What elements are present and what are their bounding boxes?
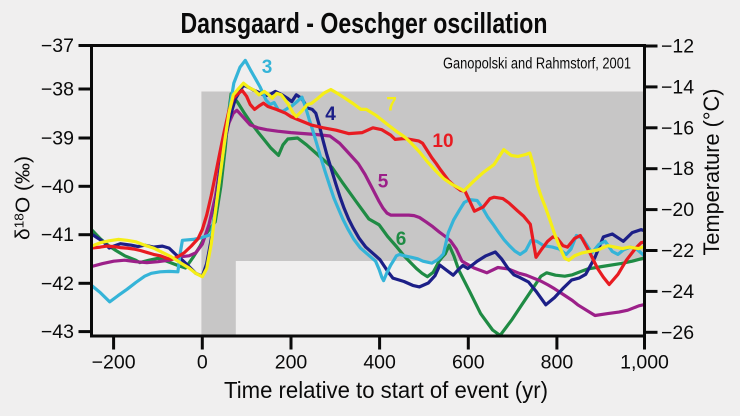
svg-text:−42: −42 — [41, 273, 74, 295]
svg-text:−43: −43 — [41, 321, 74, 343]
svg-text:1,000: 1,000 — [620, 352, 669, 374]
svg-text:7: 7 — [386, 95, 397, 116]
svg-text:Dansgaard - Oeschger oscillati: Dansgaard - Oeschger oscillation — [181, 8, 548, 40]
svg-text:−200: −200 — [92, 352, 136, 374]
svg-text:−41: −41 — [41, 224, 74, 246]
svg-text:−37: −37 — [41, 35, 74, 57]
svg-text:−40: −40 — [41, 176, 74, 198]
svg-text:−14: −14 — [661, 76, 694, 98]
svg-text:−26: −26 — [661, 322, 694, 344]
svg-text:−38: −38 — [41, 79, 74, 101]
svg-text:5: 5 — [378, 172, 389, 193]
svg-text:−39: −39 — [41, 128, 74, 150]
svg-text:−12: −12 — [661, 36, 694, 58]
svg-text:800: 800 — [541, 352, 574, 374]
svg-text:−18: −18 — [661, 158, 694, 180]
svg-text:−24: −24 — [661, 281, 694, 303]
svg-text:Temperature (°C): Temperature (°C) — [699, 89, 724, 256]
svg-text:−20: −20 — [661, 199, 694, 221]
svg-text:Time relative to start of even: Time relative to start of event (yr) — [224, 377, 548, 403]
svg-text:−16: −16 — [661, 117, 694, 139]
svg-text:10: 10 — [432, 131, 453, 152]
svg-text:Ganopolski and Rahmstorf, 2001: Ganopolski and Rahmstorf, 2001 — [443, 56, 631, 73]
svg-text:600: 600 — [452, 352, 485, 374]
svg-text:3: 3 — [262, 57, 273, 78]
svg-text:200: 200 — [275, 352, 308, 374]
svg-text:400: 400 — [363, 352, 396, 374]
svg-text:−22: −22 — [661, 240, 694, 262]
svg-text:4: 4 — [325, 104, 336, 125]
svg-text:0: 0 — [197, 352, 208, 374]
svg-text:6: 6 — [396, 229, 407, 250]
